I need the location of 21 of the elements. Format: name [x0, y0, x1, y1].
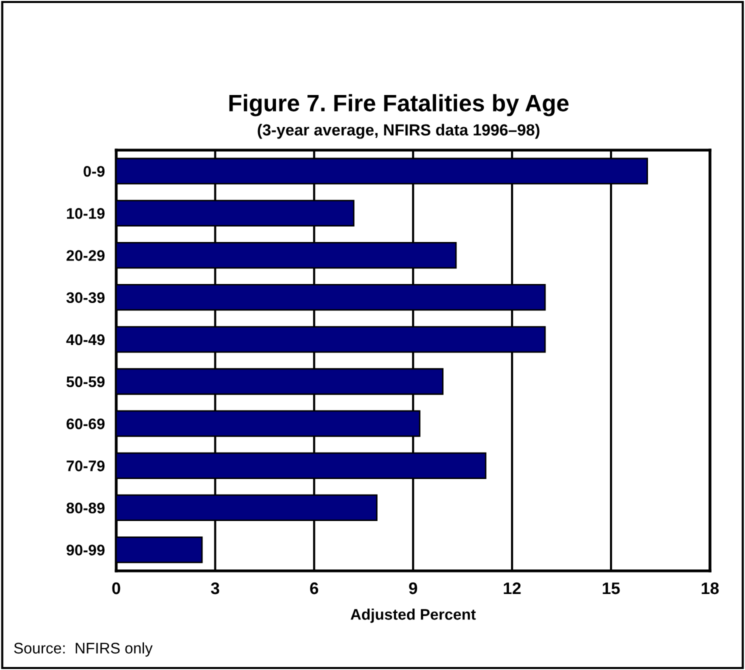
- chart-subtitle: (3-year average, NFIRS data 1996–98): [258, 124, 540, 139]
- x-tick-label: 15: [602, 582, 620, 594]
- y-tick-label: 30-39: [66, 292, 105, 304]
- y-tick-label: 20-29: [66, 250, 105, 261]
- y-tick-label: 50-59: [66, 376, 105, 388]
- y-tick-label: 60-69: [66, 418, 105, 430]
- x-tick-label: 9: [409, 582, 418, 594]
- y-tick-label: 0-9: [84, 166, 105, 177]
- x-axis-title: Adjusted Percent: [350, 608, 476, 623]
- x-tick-label: 0: [112, 582, 120, 594]
- x-tick-label: 6: [310, 582, 318, 594]
- y-tick-label: 70-79: [66, 460, 105, 472]
- x-tick-label: 18: [702, 582, 719, 594]
- y-tick-label: 80-89: [66, 502, 105, 514]
- x-tick-label: 3: [210, 582, 220, 594]
- source-note: Source: NFIRS only: [14, 642, 153, 657]
- y-tick-label: 40-49: [66, 334, 105, 346]
- chart-title: Figure 7. Fire Fatalities by Age: [229, 94, 569, 116]
- y-tick-label: 10-19: [67, 208, 105, 219]
- y-tick-label: 90-99: [66, 544, 105, 556]
- x-tick-label: 12: [504, 582, 521, 594]
